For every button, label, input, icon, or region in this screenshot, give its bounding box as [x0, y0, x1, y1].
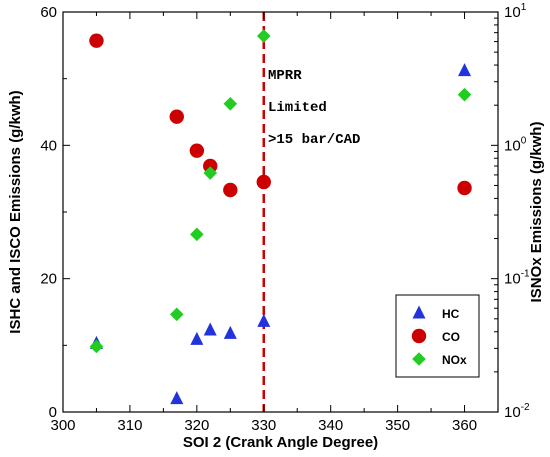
x-tick-label: 310 [117, 417, 142, 434]
chart-axes: 300 310 320 330 340 350 360 0 20 40 60 10-2 10-1 100 1… [7, 2, 545, 451]
nox-point [169, 307, 184, 322]
hc-point [203, 322, 217, 336]
co-point [223, 182, 238, 198]
co-point [457, 180, 472, 196]
y-left-tick-label: 0 [49, 404, 57, 421]
legend-label-hc: HC [442, 307, 460, 321]
nox-point [203, 166, 218, 180]
hc-point [458, 63, 472, 77]
legend-marker-nox [412, 352, 426, 366]
hc-point [223, 325, 237, 339]
series-nox [89, 29, 472, 354]
y-right-tick-label: 101 [504, 2, 527, 21]
co-point [89, 33, 104, 48]
hc-point [190, 331, 204, 345]
y-right-tick-label: 10-2 [504, 402, 530, 421]
x-tick-label: 320 [184, 417, 209, 434]
y-right-axis-title: ISNOx Emissions (g/kwh) [528, 122, 545, 303]
legend-marker-co [411, 328, 427, 344]
annotation-text: MPRR [268, 68, 302, 84]
x-tick-label: 350 [385, 417, 410, 434]
x-tick-label: 300 [50, 417, 75, 434]
hc-point [170, 391, 184, 405]
y-left-axis-title: ISHC and ISCO Emissions (g/kwh) [7, 90, 24, 333]
co-point [169, 109, 184, 124]
legend-marker-hc [412, 305, 426, 319]
y-left-tick-label: 40 [40, 137, 57, 154]
nox-point [190, 227, 204, 242]
x-tick-label: 330 [251, 417, 276, 434]
legend-label-co: CO [442, 330, 460, 344]
co-point [256, 174, 271, 190]
chart-marks [89, 12, 472, 412]
nox-point [223, 96, 238, 111]
y-right-tick-label: 10-1 [504, 269, 530, 288]
co-point [203, 158, 218, 174]
nox-point [457, 87, 472, 102]
series-co [89, 33, 472, 198]
legend-box [395, 294, 480, 378]
nox-point [256, 29, 271, 43]
nox-point [89, 339, 104, 354]
legend-entries: HC CO NOx [411, 305, 467, 367]
annotation-text: >15 bar/CAD [268, 132, 360, 148]
y-right-tick-label: 100 [504, 135, 527, 154]
x-axis-title: SOI 2 (Crank Angle Degree) [183, 434, 378, 451]
y-left-tick-label: 60 [40, 4, 57, 21]
co-point [189, 143, 205, 158]
annotation-text: Limited [268, 100, 327, 116]
y-left-tick-label: 20 [40, 271, 57, 288]
legend-label-nox: NOx [442, 353, 467, 367]
x-tick-label: 360 [452, 417, 477, 434]
x-tick-label: 340 [318, 417, 343, 434]
hc-point [257, 313, 271, 327]
legend: HC CO NOx [395, 294, 480, 378]
